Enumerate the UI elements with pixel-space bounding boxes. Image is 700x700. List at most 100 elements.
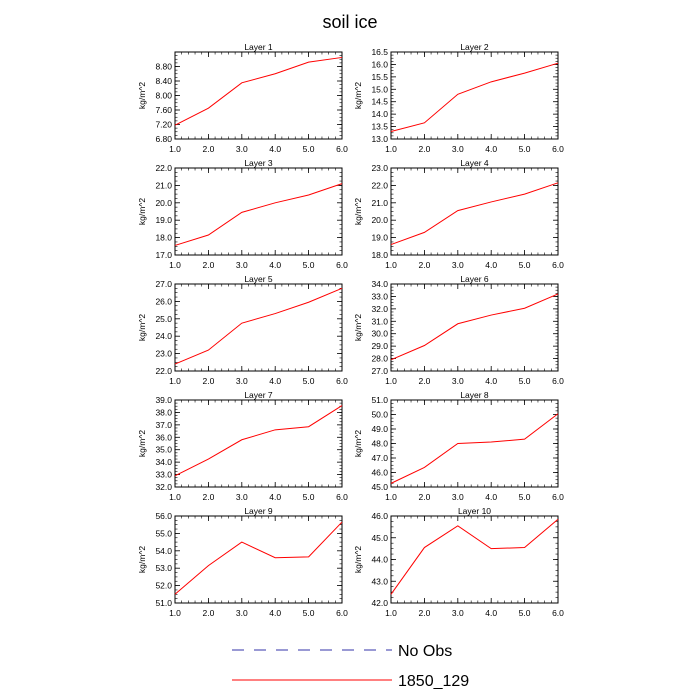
y-tick-label: 35.0 <box>155 445 172 455</box>
x-tick-label: 5.0 <box>303 492 315 502</box>
x-tick-label: 6.0 <box>336 260 348 270</box>
figure-title: soil ice <box>322 12 377 32</box>
y-tick-label: 45.0 <box>371 482 388 492</box>
y-axis-label: kg/m^2 <box>137 198 147 225</box>
y-axis-label: kg/m^2 <box>353 430 363 457</box>
panel-1: Layer 1 kg/m^2 6.80 7.20 7.60 8.00 8.40 8.80 1.0… <box>137 42 348 154</box>
x-tick-label: 3.0 <box>236 608 248 618</box>
panel-title: Layer 1 <box>244 42 273 52</box>
y-tick-label: 22.0 <box>155 163 172 173</box>
y-tick-label: 33.0 <box>371 291 388 301</box>
plot-frame <box>174 515 343 604</box>
x-tick-label: 2.0 <box>202 376 214 386</box>
x-tick-label: 5.0 <box>519 492 531 502</box>
x-tick-label: 4.0 <box>269 376 281 386</box>
x-tick-label: 6.0 <box>552 608 564 618</box>
plot-frame <box>174 51 343 140</box>
series-line-1850_129 <box>390 293 559 361</box>
x-tick-label: 6.0 <box>552 144 564 154</box>
y-tick-label: 33.0 <box>155 470 172 480</box>
y-tick-label: 51.0 <box>371 395 388 405</box>
y-tick-label: 8.40 <box>155 76 172 86</box>
y-tick-label: 38.0 <box>155 407 172 417</box>
x-tick-label: 3.0 <box>236 260 248 270</box>
panel-5: Layer 5 kg/m^2 22.0 23.0 24.0 25.0 26.0 27.0 1.0… <box>137 274 348 386</box>
x-tick-label: 4.0 <box>485 492 497 502</box>
y-tick-label: 16.0 <box>371 59 388 69</box>
x-tick-label: 6.0 <box>552 376 564 386</box>
x-tick-label: 1.0 <box>169 376 181 386</box>
x-tick-label: 2.0 <box>418 492 430 502</box>
y-tick-label: 55.0 <box>155 528 172 538</box>
x-tick-label: 5.0 <box>519 608 531 618</box>
series-line-1850_129 <box>390 413 559 484</box>
y-tick-label: 31.0 <box>371 316 388 326</box>
x-tick-label: 5.0 <box>303 144 315 154</box>
x-tick-label: 2.0 <box>418 608 430 618</box>
panel-title: Layer 5 <box>244 274 273 284</box>
y-tick-label: 25.0 <box>155 314 172 324</box>
x-tick-label: 1.0 <box>169 144 181 154</box>
y-tick-label: 45.0 <box>371 533 388 543</box>
panel-title: Layer 9 <box>244 506 273 516</box>
x-tick-label: 6.0 <box>336 608 348 618</box>
plot-frame <box>390 515 559 604</box>
panel-title: Layer 10 <box>458 506 491 516</box>
y-axis-label: kg/m^2 <box>137 82 147 109</box>
legend-label-no-obs: No Obs <box>398 643 452 660</box>
x-tick-label: 1.0 <box>169 608 181 618</box>
y-tick-label: 23.0 <box>371 163 388 173</box>
x-tick-label: 6.0 <box>552 260 564 270</box>
y-tick-label: 7.60 <box>155 105 172 115</box>
y-tick-label: 8.00 <box>155 91 172 101</box>
y-tick-label: 19.0 <box>155 215 172 225</box>
x-tick-label: 4.0 <box>485 376 497 386</box>
plot-frame <box>390 399 559 488</box>
y-tick-label: 27.0 <box>371 366 388 376</box>
x-tick-label: 4.0 <box>485 608 497 618</box>
x-tick-label: 5.0 <box>519 260 531 270</box>
y-tick-label: 32.0 <box>371 304 388 314</box>
series-line-1850_129 <box>174 287 343 365</box>
panel-6: Layer 6 kg/m^2 27.0 28.0 29.0 30.0 31.0 32.0 33.… <box>353 274 564 386</box>
panel-title: Layer 2 <box>460 42 489 52</box>
y-tick-label: 27.0 <box>155 279 172 289</box>
series-line-1850_129 <box>174 521 343 595</box>
x-tick-label: 4.0 <box>269 144 281 154</box>
series-line-1850_129 <box>174 56 343 126</box>
x-tick-label: 1.0 <box>385 376 397 386</box>
panel-title: Layer 3 <box>244 158 273 168</box>
y-tick-label: 23.0 <box>155 349 172 359</box>
x-tick-label: 6.0 <box>336 492 348 502</box>
x-tick-label: 5.0 <box>303 260 315 270</box>
y-tick-label: 13.5 <box>371 122 388 132</box>
y-tick-label: 49.0 <box>371 424 388 434</box>
panel-title: Layer 6 <box>460 274 489 284</box>
plot-frame <box>174 283 343 372</box>
y-tick-label: 18.0 <box>371 250 388 260</box>
y-axis-label: kg/m^2 <box>353 198 363 225</box>
x-tick-label: 5.0 <box>519 376 531 386</box>
x-tick-label: 1.0 <box>385 608 397 618</box>
y-tick-label: 13.0 <box>371 134 388 144</box>
x-tick-label: 2.0 <box>418 144 430 154</box>
plot-frame <box>390 167 559 256</box>
x-tick-label: 6.0 <box>552 492 564 502</box>
y-tick-label: 20.0 <box>371 215 388 225</box>
panel-9: Layer 9 kg/m^2 51.0 52.0 53.0 54.0 55.0 56.0 1.0… <box>137 506 348 618</box>
y-tick-label: 14.0 <box>371 109 388 119</box>
x-tick-label: 1.0 <box>385 144 397 154</box>
x-tick-label: 1.0 <box>385 260 397 270</box>
series-line-1850_129 <box>390 518 559 595</box>
x-tick-label: 3.0 <box>452 376 464 386</box>
x-tick-label: 1.0 <box>169 260 181 270</box>
y-tick-label: 8.80 <box>155 62 172 72</box>
plot-frame <box>174 399 343 488</box>
y-axis-label: kg/m^2 <box>353 314 363 341</box>
panel-title: Layer 4 <box>460 158 489 168</box>
y-tick-label: 22.0 <box>371 180 388 190</box>
x-tick-label: 3.0 <box>452 144 464 154</box>
x-tick-label: 2.0 <box>202 492 214 502</box>
y-tick-label: 20.0 <box>155 198 172 208</box>
